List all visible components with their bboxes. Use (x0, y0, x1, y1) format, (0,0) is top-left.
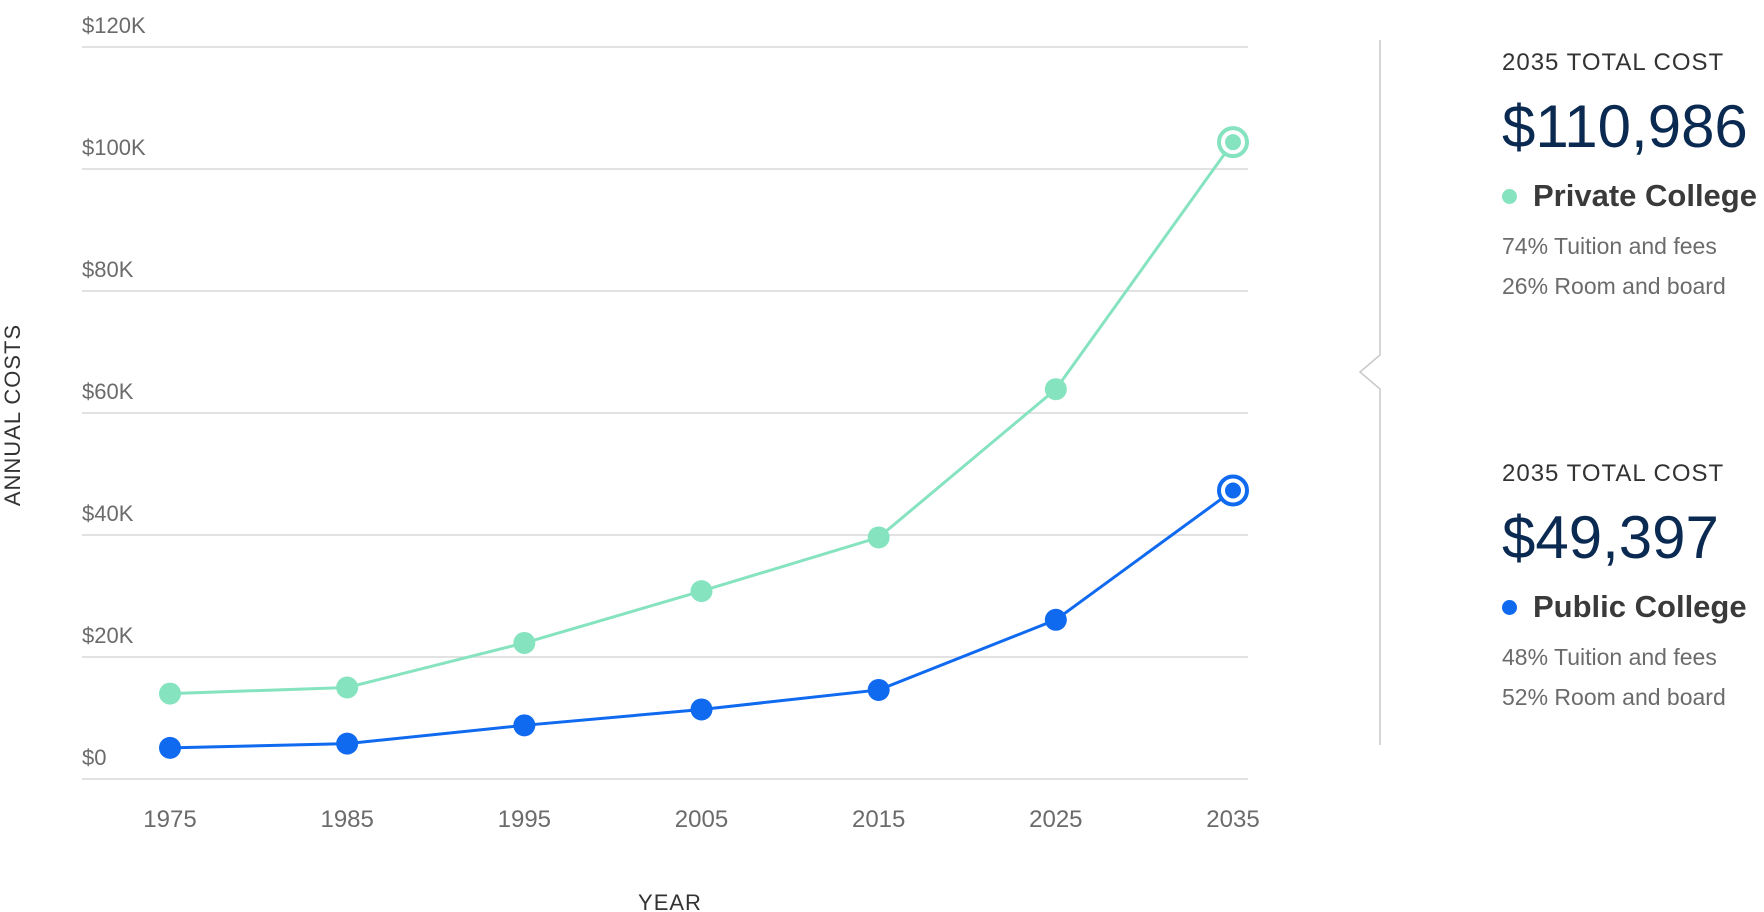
line-chart: $0 $20K $40K $60K $80K $100K $120K 1975 1985 199… (0, 13, 1260, 912)
data-point (159, 736, 181, 759)
data-point (1044, 608, 1067, 631)
total-cost-value: $49,397 (1502, 504, 1719, 571)
series-private-college (159, 126, 1249, 705)
room-board-share: 26% Room and board (1502, 273, 1726, 299)
data-point (1225, 134, 1241, 151)
x-tick-label: 1985 (320, 806, 373, 833)
public-college-summary: 2035 TOTAL COST $49,397 Public College 4… (1502, 459, 1764, 717)
gridlines (82, 46, 1248, 780)
x-tick-label: 1995 (498, 806, 551, 833)
data-point (690, 698, 713, 721)
data-point (867, 526, 890, 549)
y-tick-label: $100K (82, 135, 146, 160)
x-tick-label: 2005 (675, 806, 728, 833)
data-point (867, 678, 890, 701)
cost-breakdown: 48% Tuition and fees 52% Room and board (1502, 637, 1764, 717)
x-tick-label: 2015 (852, 806, 905, 833)
y-tick-label: $40K (82, 501, 134, 526)
total-cost-label: 2035 TOTAL COST (1502, 49, 1725, 76)
x-tick-label: 2025 (1029, 806, 1082, 833)
total-cost-value: $110,986 (1502, 93, 1748, 160)
legend-label: Public College (1533, 589, 1747, 624)
total-cost-label: 2035 TOTAL COST (1502, 460, 1725, 487)
data-point (1044, 378, 1067, 401)
data-point (336, 732, 359, 755)
data-point (1225, 482, 1241, 499)
y-axis-ticks: $0 $20K $40K $60K $80K $100K $120K (82, 13, 146, 770)
y-tick-label: $60K (82, 379, 134, 404)
y-tick-label: $80K (82, 257, 134, 282)
legend-label: Private College (1533, 178, 1757, 213)
data-point (336, 676, 359, 699)
series-line (169, 141, 1235, 696)
legend-dot-icon (1502, 188, 1517, 204)
data-point (159, 682, 181, 705)
y-tick-label: $0 (82, 745, 106, 770)
y-tick-label: $20K (82, 623, 134, 648)
series-lines (159, 126, 1249, 759)
x-tick-label: 2035 (1206, 806, 1259, 833)
x-tick-label: 1975 (143, 806, 196, 833)
panel-bracket (1358, 40, 1381, 745)
y-axis-title: ANNUAL COSTS (0, 324, 25, 506)
legend-entry-private: Private College (1502, 178, 1764, 214)
data-point (690, 580, 713, 603)
series-public-college (159, 474, 1249, 759)
data-point (513, 631, 536, 654)
y-tick-label: $120K (82, 13, 146, 38)
cost-breakdown: 74% Tuition and fees 26% Room and board (1502, 226, 1764, 306)
x-axis-ticks: 1975 1985 1995 2005 2015 2025 2035 (143, 806, 1259, 833)
legend-dot-icon (1502, 599, 1517, 615)
x-axis-title: YEAR (638, 890, 702, 912)
private-college-summary: 2035 TOTAL COST $110,986 Private College… (1502, 48, 1764, 306)
room-board-share: 52% Room and board (1502, 684, 1726, 710)
tuition-share: 74% Tuition and fees (1502, 233, 1717, 259)
legend-entry-public: Public College (1502, 589, 1764, 625)
data-point (513, 714, 536, 737)
tuition-share: 48% Tuition and fees (1502, 644, 1717, 670)
